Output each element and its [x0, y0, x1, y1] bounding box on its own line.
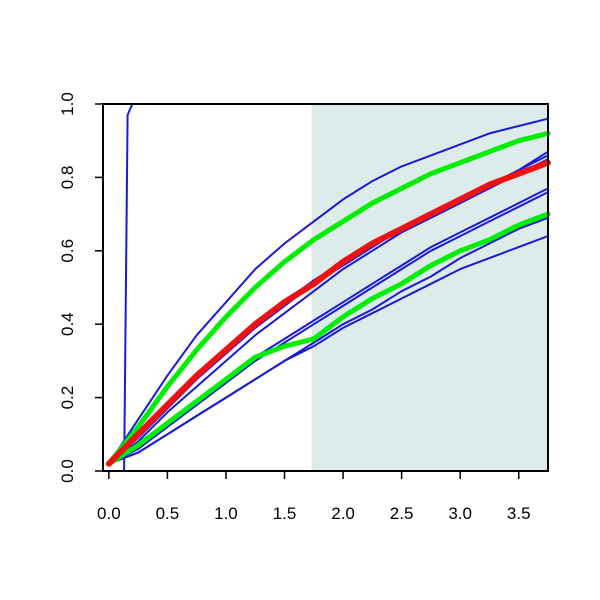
y-tick-label: 0.8	[58, 166, 77, 190]
x-tick-label: 1.0	[214, 504, 238, 523]
x-tick-label: 0.0	[97, 504, 121, 523]
x-tick-label: 2.5	[390, 504, 414, 523]
series-line-11	[106, 211, 551, 467]
x-tick-label: 1.5	[273, 504, 297, 523]
x-tick-label: 3.0	[448, 504, 472, 523]
axis-layer: 0.0 0.5 1.0 1.5 2.0 2.5 3.0 3.5 0.0 0.2 0.4 0.6 0.8 1…	[58, 92, 549, 523]
y-tick-label: 0.0	[58, 459, 77, 483]
series-line-4	[107, 158, 549, 465]
series-line-12	[105, 159, 551, 467]
y-tick-label: 0.6	[58, 239, 77, 263]
series-line-8	[107, 235, 549, 465]
shaded-region	[311, 104, 548, 471]
series-layer	[105, 103, 551, 472]
plot-frame	[102, 103, 549, 472]
series-line-10	[106, 130, 551, 467]
x-tick-label: 2.0	[331, 504, 355, 523]
series-line-1	[107, 117, 549, 465]
y-tick-label: 0.4	[58, 312, 77, 336]
series-line-6	[107, 191, 549, 465]
y-tick-label: 0.2	[58, 386, 77, 410]
y-tick-label: 1.0	[58, 92, 77, 116]
x-tick-label: 0.5	[156, 504, 180, 523]
x-tick-label: 3.5	[507, 504, 531, 523]
